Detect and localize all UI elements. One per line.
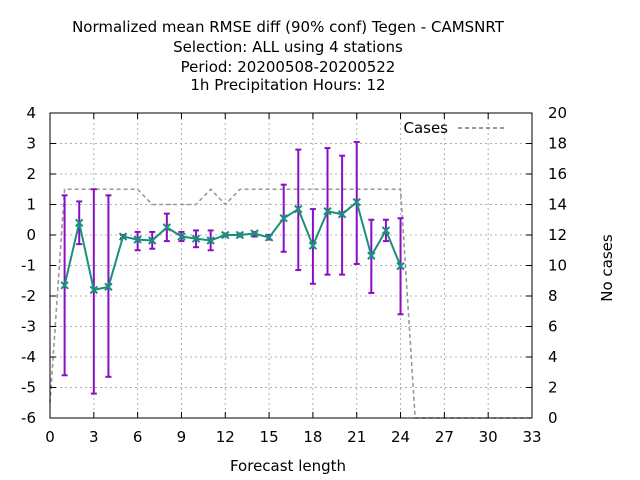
data-point-stroke bbox=[206, 236, 215, 245]
x-tick-label: 27 bbox=[435, 428, 454, 446]
data-point-stroke bbox=[337, 210, 347, 219]
x-tick-label: 33 bbox=[522, 428, 541, 446]
data-point-stroke bbox=[250, 229, 259, 238]
y2-axis-label: No cases bbox=[598, 234, 616, 302]
data-point bbox=[206, 236, 215, 245]
y2-tick-label: 0 bbox=[548, 409, 558, 427]
error-bars bbox=[61, 140, 404, 395]
series-line bbox=[63, 200, 402, 292]
y2-tick-label: 6 bbox=[548, 318, 558, 336]
data-point-stroke bbox=[279, 214, 288, 223]
data-point bbox=[133, 235, 142, 244]
y2-tick-label: 8 bbox=[548, 287, 558, 305]
x-tick-label: 12 bbox=[216, 428, 235, 446]
data-point bbox=[279, 214, 288, 223]
cases-line bbox=[49, 188, 532, 419]
data-point bbox=[118, 232, 128, 241]
y-tick-label: 1 bbox=[26, 196, 36, 214]
data-point-stroke bbox=[264, 233, 274, 242]
y-tick-label: -5 bbox=[21, 379, 36, 397]
x-axis-label: Forecast length bbox=[230, 457, 346, 475]
y-tick-label: -2 bbox=[21, 287, 36, 305]
chart-title-line-1: Normalized mean RMSE diff (90% conf) Teg… bbox=[72, 18, 505, 36]
data-point-stroke bbox=[352, 197, 361, 207]
chart-title: Normalized mean RMSE diff (90% conf) Teg… bbox=[72, 18, 505, 94]
data-point bbox=[352, 197, 361, 207]
data-point bbox=[177, 232, 186, 241]
data-point bbox=[60, 281, 69, 290]
data-point bbox=[250, 229, 259, 238]
data-point bbox=[294, 204, 303, 214]
x-tick-label: 15 bbox=[260, 428, 279, 446]
x-tick-label: 3 bbox=[89, 428, 99, 446]
grid bbox=[50, 113, 532, 418]
data-point-stroke bbox=[104, 282, 113, 292]
data-point bbox=[396, 261, 405, 271]
data-point bbox=[308, 241, 318, 250]
x-tick-label: 0 bbox=[45, 428, 55, 446]
data-point-stroke bbox=[177, 232, 186, 241]
data-point bbox=[148, 236, 157, 245]
x-tick-label: 30 bbox=[479, 428, 498, 446]
chart-title-line-2: Selection: ALL using 4 stations bbox=[173, 38, 403, 56]
data-point-stroke bbox=[323, 207, 332, 216]
data-point-stroke bbox=[308, 241, 318, 250]
y2-tick-label: 4 bbox=[548, 348, 558, 366]
legend: Cases bbox=[403, 119, 506, 137]
y2-tick-label: 10 bbox=[548, 257, 567, 275]
legend-label-cases: Cases bbox=[403, 119, 448, 137]
data-point bbox=[89, 285, 99, 295]
data-point bbox=[367, 251, 376, 260]
y-tick-label: -6 bbox=[21, 409, 36, 427]
data-point bbox=[264, 233, 274, 242]
x-tick-label: 6 bbox=[133, 428, 143, 446]
data-point-stroke bbox=[148, 236, 157, 245]
y-tick-label: -3 bbox=[21, 318, 36, 336]
data-point-stroke bbox=[75, 218, 84, 228]
axis-ticks: 0 3 6 9 12 15 18 21 24 27 30 33-6-5-4-3-2-101234024… bbox=[21, 104, 567, 446]
data-point-stroke bbox=[60, 281, 69, 290]
data-point bbox=[337, 210, 347, 219]
chart-title-line-3: Period: 20200508-20200522 bbox=[181, 58, 396, 76]
y-tick-label: 0 bbox=[26, 226, 36, 244]
data-point bbox=[235, 230, 245, 240]
data-point-stroke bbox=[235, 230, 245, 240]
y-tick-label: -1 bbox=[21, 257, 36, 275]
chart-title-line-4: 1h Precipitation Hours: 12 bbox=[190, 76, 385, 94]
data-point bbox=[75, 218, 84, 228]
data-point-stroke bbox=[367, 251, 376, 260]
data-point bbox=[104, 282, 113, 292]
y-tick-label: -4 bbox=[21, 348, 36, 366]
data-point-stroke bbox=[396, 261, 405, 271]
y-tick-label: 2 bbox=[26, 165, 36, 183]
data-point-stroke bbox=[133, 235, 142, 244]
x-tick-label: 24 bbox=[391, 428, 410, 446]
x-tick-label: 9 bbox=[177, 428, 187, 446]
x-tick-label: 18 bbox=[303, 428, 322, 446]
y2-tick-label: 2 bbox=[548, 379, 558, 397]
data-point bbox=[191, 234, 201, 243]
y2-tick-label: 20 bbox=[548, 104, 567, 122]
cases-series bbox=[49, 188, 532, 419]
data-point-stroke bbox=[118, 232, 128, 241]
y2-tick-label: 12 bbox=[548, 226, 567, 244]
y2-tick-label: 16 bbox=[548, 165, 567, 183]
data-point-stroke bbox=[221, 230, 230, 240]
data-point bbox=[381, 226, 391, 235]
data-point-stroke bbox=[294, 204, 303, 214]
main-series bbox=[60, 197, 405, 295]
data-point-stroke bbox=[381, 226, 391, 235]
y2-tick-label: 14 bbox=[548, 196, 567, 214]
data-point-stroke bbox=[191, 234, 201, 243]
x-tick-label: 21 bbox=[347, 428, 366, 446]
data-point bbox=[162, 223, 172, 232]
data-point-stroke bbox=[162, 223, 172, 232]
y2-tick-label: 18 bbox=[548, 135, 567, 153]
y-tick-label: 4 bbox=[26, 104, 36, 122]
data-point bbox=[323, 207, 332, 216]
data-point bbox=[221, 230, 230, 240]
data-point-stroke bbox=[89, 285, 99, 295]
y-tick-label: 3 bbox=[26, 135, 36, 153]
